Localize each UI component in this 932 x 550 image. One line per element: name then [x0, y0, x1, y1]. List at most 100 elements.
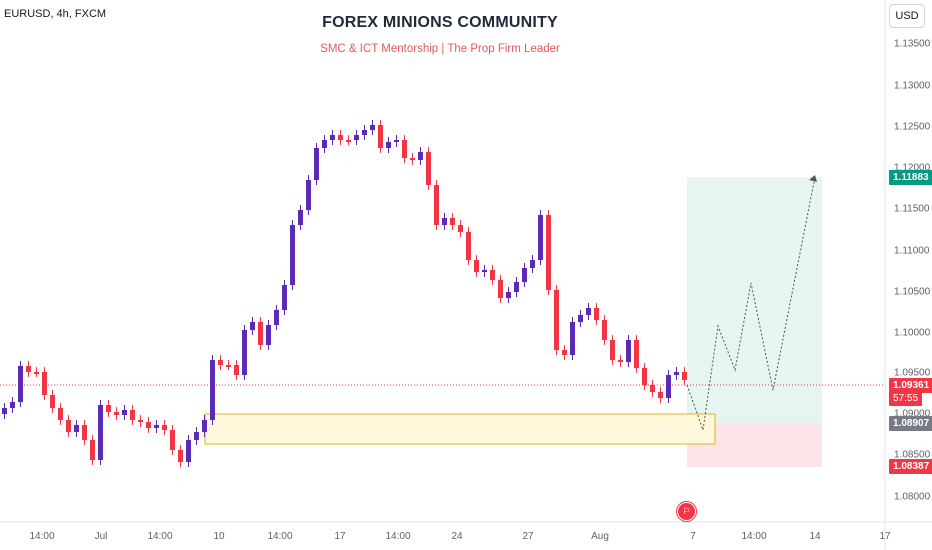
candle-body: [330, 135, 335, 140]
time-tick-label: 7: [690, 531, 696, 542]
candle-body: [194, 432, 199, 440]
candle-body: [386, 142, 391, 148]
candle-body: [98, 405, 103, 460]
price-tick-label: 1.10000: [894, 327, 931, 339]
time-tick-label: 14:00: [29, 531, 55, 542]
candle-body: [618, 360, 623, 362]
time-tick-label: 14: [809, 531, 821, 542]
time-tick-label: Aug: [591, 531, 609, 542]
candle-body: [338, 135, 343, 140]
candle-body: [602, 320, 607, 340]
projection-arrow-icon: [809, 175, 817, 182]
candle-body: [546, 215, 551, 290]
candle-body: [34, 372, 39, 374]
candle-body: [210, 360, 215, 420]
candle-body: [170, 430, 175, 450]
candle-body: [650, 385, 655, 392]
candle-body: [538, 215, 543, 260]
entry-price-tag: 1.08907: [889, 416, 932, 431]
candle-body: [162, 425, 167, 430]
time-tick-label: 17: [334, 531, 346, 542]
candle-body: [122, 410, 127, 415]
price-tick-label: 1.08500: [894, 449, 931, 461]
time-tick-label: 14:00: [147, 531, 173, 542]
candle-body: [18, 366, 23, 402]
candle-body: [282, 285, 287, 310]
candle-body: [74, 425, 79, 432]
time-tick-label: 14:00: [741, 531, 767, 542]
candle-body: [242, 330, 247, 375]
candle-body: [450, 218, 455, 225]
candle-body: [202, 420, 207, 432]
price-tick-label: 1.08000: [894, 491, 931, 503]
candle-body: [402, 140, 407, 158]
candle-body: [442, 218, 447, 225]
calendar-event-flag-icon[interactable]: ⚐: [677, 502, 696, 521]
candle-body: [2, 408, 7, 414]
current-price-tag: 1.09361: [889, 378, 932, 393]
candle-body: [178, 450, 183, 462]
candle-body: [322, 140, 327, 148]
candle-body: [146, 422, 151, 428]
candle-body: [290, 225, 295, 285]
candle-body: [130, 410, 135, 420]
candles: [2, 120, 687, 467]
candle-body: [234, 365, 239, 375]
chart-title: FOREX MINIONS COMMUNITY: [322, 14, 558, 31]
candle-body: [258, 322, 263, 345]
candle-body: [394, 140, 399, 142]
candle-body: [554, 290, 559, 350]
candle-body: [378, 125, 383, 148]
candle-body: [498, 280, 503, 298]
candle-body: [106, 405, 111, 412]
price-tick-label: 1.13500: [894, 38, 931, 50]
candle-body: [154, 425, 159, 428]
candle-body: [362, 130, 367, 135]
time-tick-label: 10: [213, 531, 225, 542]
candle-body: [66, 420, 71, 432]
projection-path[interactable]: [686, 176, 816, 431]
candle-body: [266, 325, 271, 345]
candle-body: [58, 408, 63, 420]
candle-body: [474, 260, 479, 272]
candle-body: [682, 372, 687, 380]
candle-body: [578, 315, 583, 322]
price-tick-label: 1.11500: [894, 203, 930, 215]
candle-body: [346, 140, 351, 142]
candle-body: [490, 270, 495, 280]
candle-body: [250, 322, 255, 330]
candle-body: [274, 310, 279, 325]
price-tick-label: 1.09000: [894, 408, 931, 420]
time-tick-label: 17: [879, 531, 891, 542]
candle-body: [458, 225, 463, 232]
price-tick-label: 1.12500: [894, 121, 931, 133]
candle-body: [410, 158, 415, 160]
candle-body: [218, 360, 223, 365]
target-price-tag: 1.11883: [889, 170, 932, 185]
price-tick-label: 1.11000: [894, 245, 930, 257]
candle-body: [594, 308, 599, 320]
time-tick-label: 24: [451, 531, 463, 542]
candle-body: [186, 440, 191, 462]
candle-body: [586, 308, 591, 315]
currency-button[interactable]: USD: [889, 4, 925, 28]
candle-body: [562, 350, 567, 355]
stop-price-tag: 1.08387: [889, 459, 932, 474]
candle-body: [226, 365, 231, 367]
order-block-zone[interactable]: [204, 413, 716, 445]
price-tick-label: 1.09500: [894, 367, 931, 379]
price-tick-label: 1.13000: [894, 80, 931, 92]
candle-body: [138, 420, 143, 422]
candle-body: [306, 180, 311, 210]
symbol-label[interactable]: EURUSD, 4h, FXCM: [4, 8, 107, 20]
candle-body: [634, 340, 639, 368]
candle-body: [482, 270, 487, 272]
candle-body: [10, 402, 15, 408]
candle-body: [626, 340, 631, 362]
time-tick-label: 14:00: [385, 531, 411, 542]
candle-body: [610, 340, 615, 360]
candle-body: [82, 425, 87, 440]
price-tick-label: 1.12000: [894, 162, 931, 174]
candle-body: [42, 372, 47, 395]
